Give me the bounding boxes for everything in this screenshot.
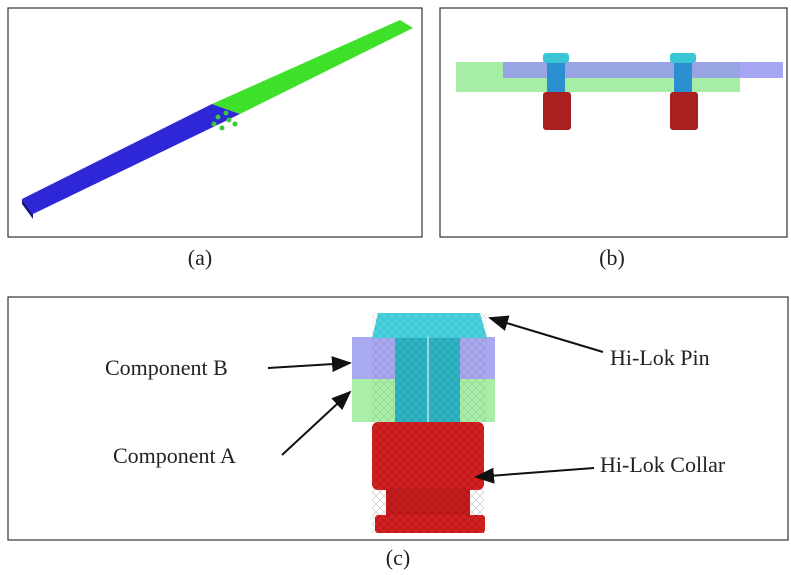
annotation: Component A [113,443,236,468]
annotation: Hi-Lok Collar [600,452,726,477]
hi-lok-pin [372,313,487,422]
panel-a: (a) [8,8,422,270]
annotation: Hi-Lok Pin [610,345,710,370]
annotation: Component B [105,355,228,380]
panel-label: (a) [188,245,212,270]
panel-frame [440,8,787,237]
panel-label: (b) [599,245,625,270]
panel-label: (c) [386,545,410,570]
hi-lok-collar [372,422,485,533]
figure: (a) (b) [0,0,791,575]
panel-c: Component B Component A Hi-Lok Pin Hi-Lo… [8,297,788,570]
panel-b: (b) [440,8,787,270]
component-b [503,62,783,78]
